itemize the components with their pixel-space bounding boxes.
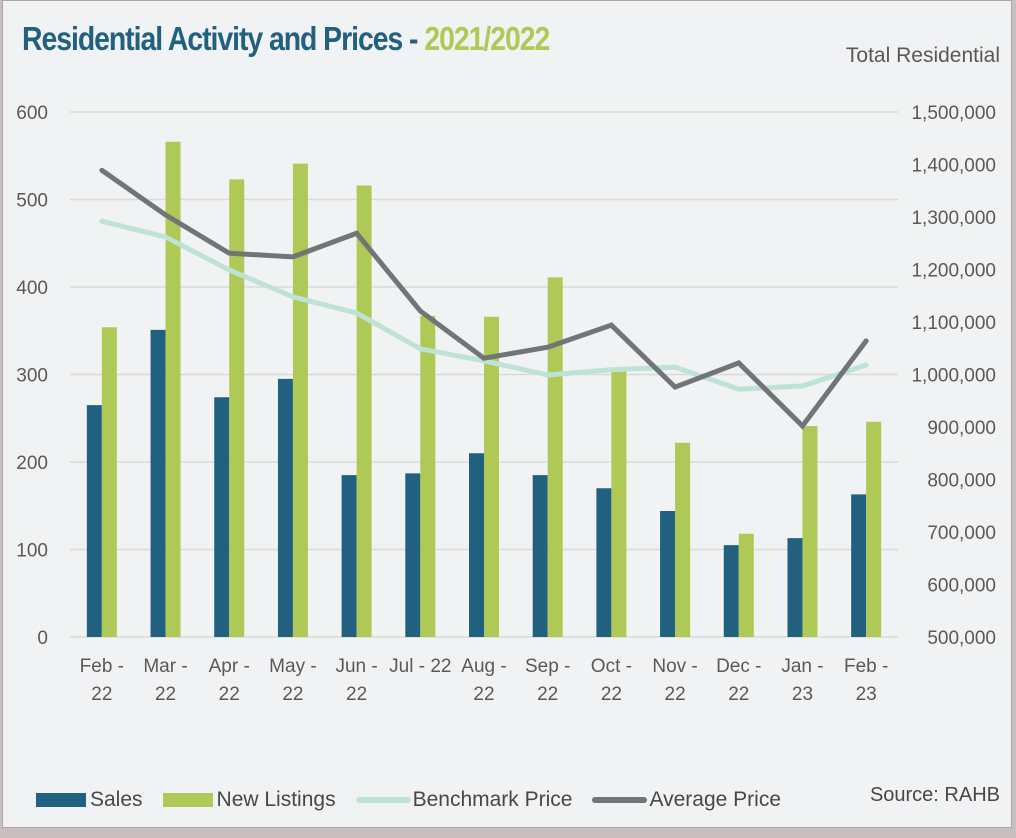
x-tick-label: 22 [601, 684, 622, 705]
legend-item-new-listings[interactable]: New Listings [162, 788, 336, 812]
legend-item-sales[interactable]: Sales [36, 788, 143, 812]
x-tick-label: Feb - [844, 656, 888, 677]
bar-sales [150, 329, 166, 637]
legend-label: Average Price [649, 788, 782, 811]
bar-new-listings [866, 421, 882, 637]
bar-new-listings [101, 327, 117, 637]
x-tick-label: Jul - 22 [389, 656, 451, 677]
bar-sales [86, 405, 102, 637]
x-tick-label: 22 [473, 684, 494, 705]
legend: Sales New Listings Benchmark Price Avera… [36, 788, 801, 812]
bar-new-listings [547, 277, 563, 637]
y-right-tick-label: 700,000 [927, 523, 996, 544]
bar-new-listings [802, 426, 818, 637]
legend-swatch-sales [36, 793, 86, 807]
legend-swatch-new-listings [162, 793, 213, 807]
legend-label: Benchmark Price [412, 788, 573, 811]
y-right-tick-label: 500,000 [927, 628, 996, 649]
y-right-tick-label: 1,400,000 [911, 156, 996, 177]
x-tick-label: 22 [91, 684, 112, 705]
bar-sales [532, 475, 548, 637]
y-left-tick-label: 200 [16, 453, 48, 474]
bar-new-listings [229, 179, 245, 637]
bar-sales [723, 545, 739, 637]
x-tick-label: 22 [537, 684, 558, 705]
legend-label: New Listings [216, 788, 336, 811]
x-tick-label: 22 [155, 684, 176, 705]
y-right-tick-label: 1,500,000 [911, 103, 996, 124]
y-left-tick-label: 400 [16, 278, 48, 299]
y-left-tick-label: 600 [16, 103, 48, 124]
x-tick-label: Nov - [652, 656, 697, 677]
y-right-tick-label: 600,000 [927, 576, 996, 597]
bar-sales [660, 511, 676, 637]
x-tick-label: 22 [665, 684, 686, 705]
y-right-tick-label: 900,000 [927, 418, 996, 439]
bar-new-listings [611, 369, 627, 637]
legend-item-benchmark-price[interactable]: Benchmark Price [355, 788, 573, 812]
bar-sales [277, 378, 293, 637]
legend-swatch-average-price [592, 797, 648, 803]
bar-new-listings [738, 533, 754, 637]
y-left-tick-label: 100 [16, 541, 48, 562]
bar-new-listings [165, 141, 181, 637]
bar-sales [787, 538, 803, 637]
x-tick-label: 22 [346, 684, 367, 705]
x-tick-label: Mar - [143, 656, 187, 677]
bar-new-listings [292, 163, 308, 637]
chart-title: Residential Activity and Prices - 2021/2… [22, 20, 550, 58]
source-note: Source: RAHB [869, 784, 1000, 806]
x-tick-label: 22 [282, 684, 303, 705]
bar-sales [596, 488, 612, 637]
bar-new-listings [420, 315, 436, 637]
bar-sales [214, 397, 230, 637]
y-right-tick-label: 1,100,000 [911, 313, 996, 334]
bar-sales [341, 475, 357, 637]
x-tick-label: 23 [792, 684, 813, 705]
chart-subtitle: Total Residential [845, 44, 1000, 67]
x-tick-label: May - [269, 656, 317, 677]
chart-canvas: 0 100 200 300 400 500 600 500,000 600,000 700,000… [16, 103, 996, 705]
y-right-tick-label: 1,200,000 [911, 261, 996, 282]
bar-new-listings [675, 442, 691, 637]
x-tick-label: Sep - [525, 656, 570, 677]
x-tick-label: Dec - [716, 656, 761, 677]
x-tick-label: Jun - [335, 656, 377, 677]
legend-item-average-price[interactable]: Average Price [592, 788, 781, 812]
x-tick-label: Oct - [591, 656, 632, 677]
y-left-tick-label: 0 [37, 628, 48, 649]
title-year: 2021/2022 [424, 20, 550, 57]
bar-new-listings [484, 316, 499, 637]
y-left-tick-label: 300 [16, 366, 48, 387]
legend-swatch-benchmark-price [355, 797, 411, 803]
x-tick-label: Jan - [781, 656, 823, 677]
x-tick-label: 23 [856, 684, 877, 705]
x-tick-label: Aug - [461, 656, 506, 677]
x-tick-label: Apr - [209, 656, 250, 677]
y-right-tick-label: 1,000,000 [911, 366, 996, 387]
y-right-tick-label: 800,000 [927, 471, 996, 492]
x-tick-label: Feb - [80, 656, 124, 677]
legend-label: Sales [90, 788, 143, 811]
y-right-tick-label: 1,300,000 [911, 208, 996, 229]
bar-sales [469, 453, 484, 637]
bar-sales [851, 494, 867, 637]
x-tick-label: 22 [219, 684, 240, 705]
x-tick-label: 22 [728, 684, 749, 705]
bar-sales [405, 473, 421, 637]
y-left-tick-label: 500 [16, 191, 48, 212]
bar-new-listings [356, 185, 372, 637]
title-main: Residential Activity and Prices - [22, 20, 425, 57]
